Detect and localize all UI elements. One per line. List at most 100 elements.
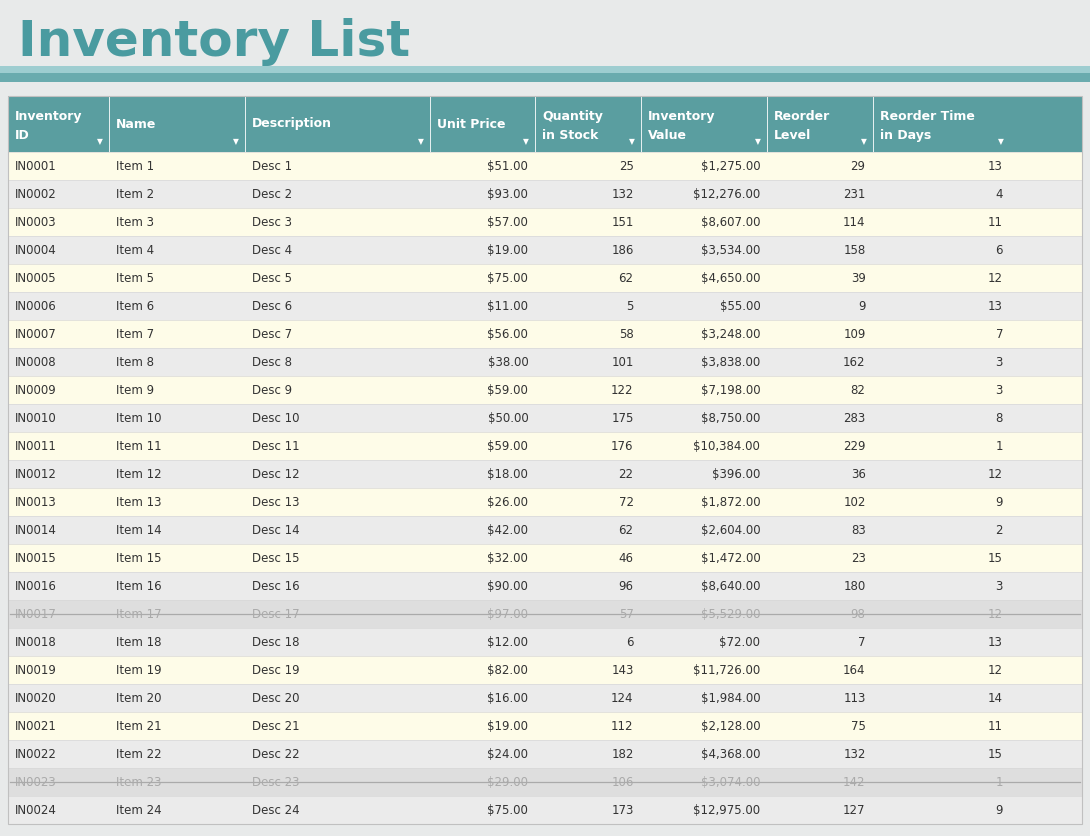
Text: 113: 113 (844, 691, 865, 705)
Text: Quantity: Quantity (543, 110, 603, 123)
Text: 176: 176 (611, 440, 633, 452)
Text: IN0011: IN0011 (15, 440, 57, 452)
Text: 186: 186 (611, 243, 633, 257)
Text: Desc 15: Desc 15 (253, 552, 300, 564)
Text: 151: 151 (611, 216, 633, 228)
Text: 8: 8 (995, 411, 1003, 425)
Text: 22: 22 (619, 467, 633, 481)
Text: $4,650.00: $4,650.00 (701, 272, 761, 284)
Text: Item 7: Item 7 (116, 328, 154, 340)
Text: 3: 3 (995, 355, 1003, 369)
Text: $4,368.00: $4,368.00 (701, 747, 761, 761)
Text: ▼: ▼ (755, 137, 761, 146)
Text: Desc 17: Desc 17 (253, 608, 300, 620)
Text: 3: 3 (995, 384, 1003, 396)
Bar (8, 572, 1082, 600)
Text: 122: 122 (611, 384, 633, 396)
Text: $90.00: $90.00 (487, 579, 529, 593)
Text: 46: 46 (619, 552, 633, 564)
Text: $1,872.00: $1,872.00 (701, 496, 761, 508)
Text: $38.00: $38.00 (487, 355, 529, 369)
Text: Item 8: Item 8 (116, 355, 154, 369)
Text: 11: 11 (988, 216, 1003, 228)
Text: Desc 2: Desc 2 (253, 187, 292, 201)
Text: Inventory List: Inventory List (19, 18, 410, 66)
Text: 164: 164 (843, 664, 865, 676)
Text: IN0001: IN0001 (15, 160, 57, 172)
Text: 175: 175 (611, 411, 633, 425)
Text: 13: 13 (989, 299, 1003, 313)
Text: in Days: in Days (880, 129, 931, 141)
Text: $50.00: $50.00 (487, 411, 529, 425)
Text: $1,275.00: $1,275.00 (701, 160, 761, 172)
Text: IN0002: IN0002 (15, 187, 57, 201)
Text: $57.00: $57.00 (487, 216, 529, 228)
Text: 101: 101 (611, 355, 633, 369)
Text: IN0005: IN0005 (15, 272, 57, 284)
Text: 12: 12 (988, 664, 1003, 676)
Text: Desc 18: Desc 18 (253, 635, 300, 649)
Text: Item 15: Item 15 (116, 552, 161, 564)
Text: 12: 12 (988, 467, 1003, 481)
Text: $1,472.00: $1,472.00 (701, 552, 761, 564)
Text: Unit Price: Unit Price (437, 118, 506, 130)
Text: 6: 6 (626, 635, 633, 649)
Text: 231: 231 (844, 187, 865, 201)
Text: 106: 106 (611, 776, 633, 788)
Text: $1,984.00: $1,984.00 (701, 691, 761, 705)
Bar (8, 208, 1082, 236)
Text: $10,384.00: $10,384.00 (693, 440, 761, 452)
Text: $97.00: $97.00 (487, 608, 529, 620)
Text: Desc 21: Desc 21 (253, 720, 300, 732)
Text: 14: 14 (988, 691, 1003, 705)
Text: $72.00: $72.00 (719, 635, 761, 649)
Bar (8, 96, 1082, 824)
Text: Desc 9: Desc 9 (253, 384, 292, 396)
Text: Item 11: Item 11 (116, 440, 161, 452)
Bar (8, 544, 1082, 572)
Text: 229: 229 (843, 440, 865, 452)
Text: 162: 162 (843, 355, 865, 369)
Text: $8,607.00: $8,607.00 (701, 216, 761, 228)
Text: IN0004: IN0004 (15, 243, 57, 257)
Text: Desc 6: Desc 6 (253, 299, 292, 313)
Text: 98: 98 (850, 608, 865, 620)
Bar (8, 516, 1082, 544)
Text: Inventory: Inventory (647, 110, 715, 123)
Text: Desc 12: Desc 12 (253, 467, 300, 481)
Bar (8, 740, 1082, 768)
Text: IN0003: IN0003 (15, 216, 57, 228)
Bar (8, 432, 1082, 460)
Bar (8, 152, 1082, 180)
Text: Reorder: Reorder (774, 110, 831, 123)
Text: Item 22: Item 22 (116, 747, 161, 761)
Text: Description: Description (253, 118, 332, 130)
Text: 124: 124 (611, 691, 633, 705)
Text: Item 6: Item 6 (116, 299, 154, 313)
Text: ▼: ▼ (998, 137, 1004, 146)
Bar (0, 66, 1090, 73)
Text: $75.00: $75.00 (487, 803, 529, 817)
Text: Name: Name (116, 118, 156, 130)
Bar (8, 292, 1082, 320)
Bar (8, 180, 1082, 208)
Text: 1: 1 (995, 440, 1003, 452)
Text: Value: Value (647, 129, 687, 141)
Text: Desc 11: Desc 11 (253, 440, 300, 452)
Text: Desc 3: Desc 3 (253, 216, 292, 228)
Text: 25: 25 (619, 160, 633, 172)
Text: Desc 5: Desc 5 (253, 272, 292, 284)
Text: Desc 4: Desc 4 (253, 243, 292, 257)
Text: 3: 3 (995, 579, 1003, 593)
Text: $42.00: $42.00 (487, 523, 529, 537)
Text: 7: 7 (858, 635, 865, 649)
Text: IN0022: IN0022 (15, 747, 57, 761)
Text: Desc 14: Desc 14 (253, 523, 300, 537)
Text: 143: 143 (611, 664, 633, 676)
Text: $32.00: $32.00 (487, 552, 529, 564)
Text: 4: 4 (995, 187, 1003, 201)
Text: Desc 19: Desc 19 (253, 664, 300, 676)
Text: IN0020: IN0020 (15, 691, 57, 705)
Text: Desc 8: Desc 8 (253, 355, 292, 369)
Text: 23: 23 (850, 552, 865, 564)
